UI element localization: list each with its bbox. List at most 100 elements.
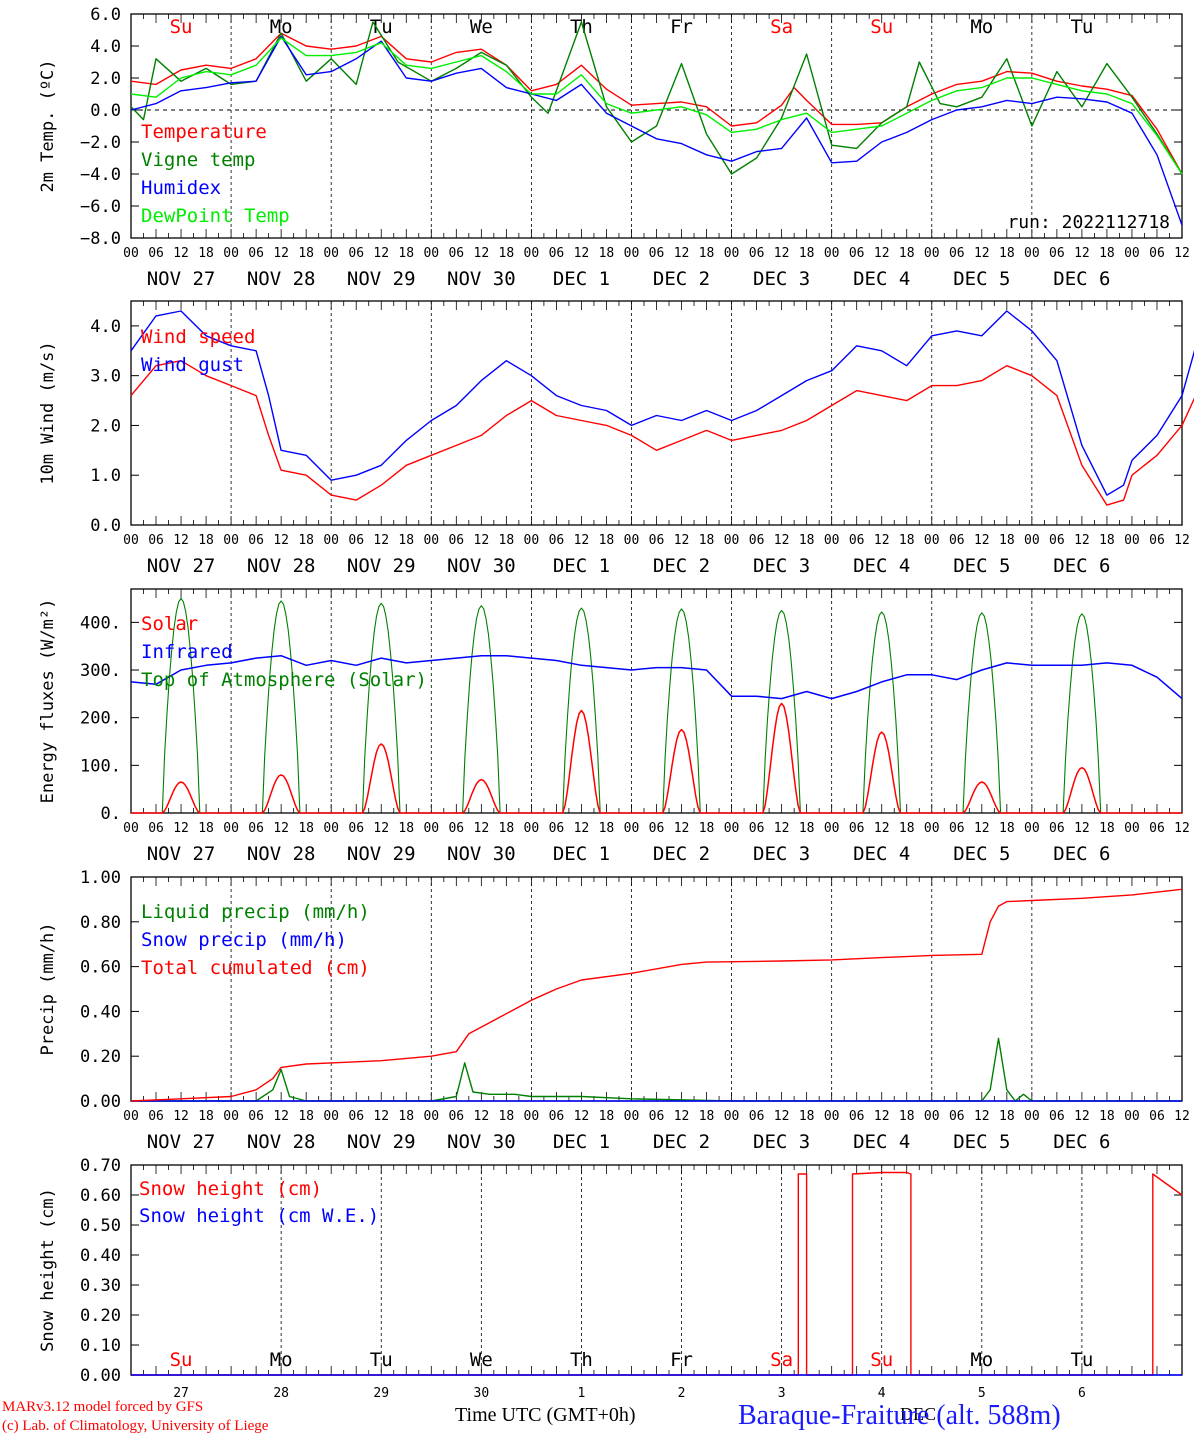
temp-y-tick-label: −2.0: [80, 133, 121, 153]
series-vigne-temp: [130, 21, 1183, 175]
temp-hour-label: 12: [474, 246, 490, 261]
energy-hour-label: 00: [724, 821, 740, 836]
precip-y-tick-label: 0.60: [80, 958, 121, 978]
wind-hour-label: 18: [398, 533, 414, 548]
legend-solar: Solar: [141, 613, 198, 635]
temp-date-label: NOV 30: [447, 268, 516, 290]
precip-hour-label: 00: [924, 1109, 940, 1124]
legend-wind-gust: Wind gust: [141, 354, 244, 376]
series-total-cumulated-cm-: [130, 888, 1183, 1102]
temp-hour-label: 18: [699, 246, 715, 261]
temp-hour-label: 18: [1099, 246, 1115, 261]
temp-y-tick-label: 6.0: [90, 5, 121, 25]
legend-temperature: Temperature: [141, 121, 267, 143]
temp-y-tick-label: 4.0: [90, 37, 121, 57]
temp-hour-label: 12: [1074, 246, 1090, 261]
station-name: Baraque-Fraiture (alt. 588m): [738, 1400, 1061, 1431]
temp-hour-label: 12: [273, 246, 289, 261]
precip-hour-label: 18: [1099, 1109, 1115, 1124]
temp-hour-label: 00: [924, 246, 940, 261]
temp-hour-label: 06: [849, 246, 865, 261]
meteogram-panels: 6.0 4.0 2.0 0.0 −2.0 −4.0 −6.0 −8.0 2m Temp. (ºC…: [38, 5, 1194, 1401]
wind-hour-label: 00: [323, 533, 339, 548]
wind-date-label: DEC 6: [1053, 555, 1110, 577]
precip-y-tick-label: 0.80: [80, 913, 121, 933]
precip-hour-label: 06: [949, 1109, 965, 1124]
precip-y-axis-label: Precip (mm/h): [38, 922, 58, 1055]
x-axis-label: Time UTC (GMT+0h): [455, 1404, 636, 1426]
precip-hour-label: 06: [1049, 1109, 1065, 1124]
energy-hour-label: 06: [448, 821, 464, 836]
snow-weekday-label: Sa: [770, 1349, 793, 1371]
precip-hour-label: 18: [499, 1109, 515, 1124]
panel-energy: 0. 100. 200. 300. 400. Energy fluxes (W/m²) 00…: [38, 588, 1190, 865]
energy-date-label: DEC 1: [553, 843, 610, 865]
series-wind-speed: [130, 360, 1194, 506]
temp-hour-label: 18: [799, 246, 815, 261]
wind-hour-label: 06: [949, 533, 965, 548]
precip-hour-label: 12: [1174, 1109, 1190, 1124]
wind-hour-label: 12: [574, 533, 590, 548]
snow-y-tick-label: 0.00: [80, 1366, 121, 1386]
series-toa-solar: [131, 597, 1182, 814]
temp-hour-label: 18: [298, 246, 314, 261]
temp-hour-label: 18: [599, 246, 615, 261]
temp-date-label: DEC 1: [553, 268, 610, 290]
precip-y-tick-label: 0.20: [80, 1047, 121, 1067]
wind-y-tick-label: 2.0: [90, 416, 121, 436]
series-snow-height-cm-: [131, 1171, 1183, 1376]
snow-y-tick-label: 0.40: [80, 1246, 121, 1266]
energy-hour-label: 00: [123, 821, 139, 836]
precip-hour-label: 00: [724, 1109, 740, 1124]
snow-day-number: 30: [474, 1386, 490, 1401]
snow-y-tick-label: 0.50: [80, 1216, 121, 1236]
temp-y-tick-label: 2.0: [90, 69, 121, 89]
energy-hour-label: 06: [549, 821, 565, 836]
precip-y-tick-label: 1.00: [80, 868, 121, 888]
energy-hour-label: 00: [824, 821, 840, 836]
energy-hour-label: 12: [173, 821, 189, 836]
temp-hour-label: 06: [448, 246, 464, 261]
energy-hour-label: 18: [799, 821, 815, 836]
energy-hour-label: 18: [999, 821, 1015, 836]
precip-hour-label: 18: [999, 1109, 1015, 1124]
temp-hour-label: 06: [649, 246, 665, 261]
wind-date-label: NOV 28: [247, 555, 316, 577]
precip-hour-label: 06: [1149, 1109, 1165, 1124]
precip-date-label: DEC 4: [853, 1131, 910, 1153]
energy-hour-label: 18: [198, 821, 214, 836]
precip-hour-label: 00: [1124, 1109, 1140, 1124]
wind-date-label: NOV 27: [147, 555, 216, 577]
snow-y-tick-label: 0.60: [80, 1186, 121, 1206]
temp-weekday-label: Tu: [370, 16, 393, 38]
energy-hour-label: 12: [373, 821, 389, 836]
wind-hour-label: 06: [248, 533, 264, 548]
temp-date-label: DEC 6: [1053, 268, 1110, 290]
snow-y-tick-label: 0.20: [80, 1306, 121, 1326]
energy-hour-label: 00: [1024, 821, 1040, 836]
temp-y-tick-label: 0.0: [90, 101, 121, 121]
temp-hour-label: 06: [348, 246, 364, 261]
energy-hour-label: 00: [423, 821, 439, 836]
run-label: run: 2022112718: [1007, 212, 1170, 233]
series-humidex: [130, 35, 1183, 226]
energy-hour-label: 12: [574, 821, 590, 836]
temp-hour-label: 12: [574, 246, 590, 261]
x-axis-month: DEC: [900, 1404, 936, 1424]
snow-day-number: 27: [173, 1386, 189, 1401]
energy-hour-label: 12: [1174, 821, 1190, 836]
temp-weekday-label: Mo: [970, 16, 993, 38]
energy-date-label: NOV 27: [147, 843, 216, 865]
precip-date-label: DEC 3: [753, 1131, 810, 1153]
legend-total-cumulated-cm-: Total cumulated (cm): [141, 957, 370, 979]
wind-hour-label: 06: [849, 533, 865, 548]
legend-snow-height-cm-w-e-: Snow height (cm W.E.): [139, 1205, 379, 1227]
temp-hour-label: 12: [1174, 246, 1190, 261]
wind-hour-label: 18: [298, 533, 314, 548]
wind-hour-label: 12: [1074, 533, 1090, 548]
temp-y-tick-label: −8.0: [80, 229, 121, 249]
temp-hour-label: 00: [824, 246, 840, 261]
energy-hour-label: 12: [874, 821, 890, 836]
temp-hour-label: 12: [974, 246, 990, 261]
temp-hour-label: 00: [123, 246, 139, 261]
